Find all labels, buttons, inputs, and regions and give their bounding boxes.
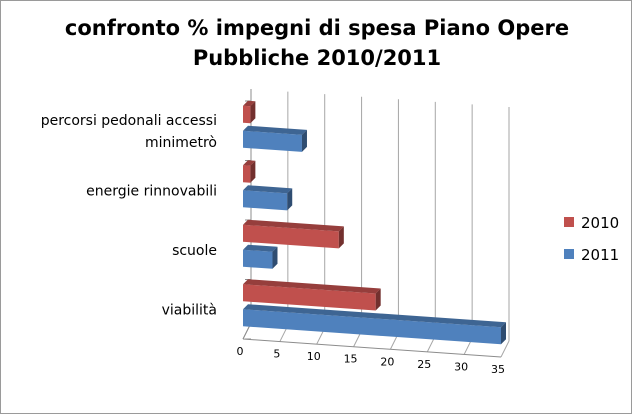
bar-2010 xyxy=(243,279,381,311)
x-tick-label: 25 xyxy=(417,358,431,371)
category-label: viabilità xyxy=(162,302,217,318)
bar-front-face xyxy=(243,309,501,345)
bar-end-face xyxy=(338,226,344,249)
bar-top-face xyxy=(243,219,344,232)
chart-title-line-2: Pubbliche 2010/2011 xyxy=(192,46,442,70)
bar-top-face xyxy=(243,125,307,135)
bar-2011 xyxy=(243,185,293,211)
chart-title-line-1: confronto % impegni di spesa Piano Opere xyxy=(64,16,570,40)
floor-gridline xyxy=(500,340,510,358)
bar-top-face xyxy=(243,160,256,166)
bar-top-face xyxy=(243,100,256,107)
legend-swatch-2011 xyxy=(564,249,574,259)
chart-title: confronto % impegni di spesa Piano Opere… xyxy=(1,13,632,73)
bar-end-face xyxy=(375,288,381,311)
category-label: scuole xyxy=(172,243,217,259)
bar-2011 xyxy=(243,244,278,269)
bar-2011 xyxy=(243,125,307,152)
category-label: percorsi pedonali accessi xyxy=(41,113,217,129)
x-tick-labels: 0 5 10 15 20 25 30 35 xyxy=(237,345,506,376)
bar-front-face xyxy=(243,190,288,211)
legend-swatch-2010 xyxy=(564,217,574,227)
bar-end-face xyxy=(287,188,293,211)
bar-top-face xyxy=(243,244,278,252)
category-labels: percorsi pedonali accessi minimetrò energi… xyxy=(41,113,217,319)
bar-2010 xyxy=(243,100,256,124)
x-tick-label: 30 xyxy=(454,360,468,373)
category-label: energie rinnovabili xyxy=(86,183,217,199)
bar-front-face xyxy=(243,165,251,183)
legend-label-2010: 2010 xyxy=(581,214,619,232)
bar-front-face xyxy=(243,130,302,152)
bar-2011 xyxy=(243,304,506,345)
category-label: minimetrò xyxy=(145,135,217,151)
legend-label-2011: 2011 xyxy=(581,246,619,264)
bar-top-face xyxy=(243,185,293,194)
x-tick-label: 15 xyxy=(344,353,358,366)
bars xyxy=(243,100,506,345)
bar-top-face xyxy=(243,304,506,328)
x-tick-label: 5 xyxy=(273,348,280,361)
bar-end-face xyxy=(301,129,307,152)
legend: 2010 2011 xyxy=(564,214,619,264)
bar-end-face xyxy=(250,160,256,183)
x-tick-label: 10 xyxy=(307,350,321,363)
x-tick-label: 20 xyxy=(380,355,394,368)
bar-top-face xyxy=(243,279,381,294)
bar-front-face xyxy=(243,249,273,269)
bar-end-face xyxy=(272,246,278,269)
bar-end-face xyxy=(501,322,506,345)
bar-2010 xyxy=(243,219,344,249)
bar-front-face xyxy=(243,224,339,249)
x-tick-label: 0 xyxy=(237,345,244,358)
x-tick-label: 35 xyxy=(491,363,505,376)
bar-front-face xyxy=(243,105,251,124)
bar-end-face xyxy=(250,101,256,124)
bar-2010 xyxy=(243,160,256,183)
x-axis-line xyxy=(242,338,502,358)
bar-front-face xyxy=(243,284,376,311)
